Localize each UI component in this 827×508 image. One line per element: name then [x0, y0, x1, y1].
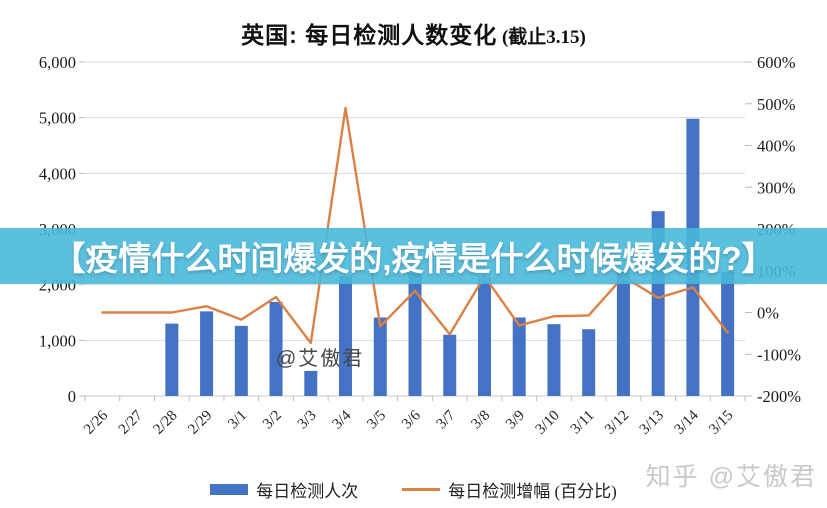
legend-line-swatch — [402, 488, 441, 491]
x-axis-label: 3/14 — [672, 407, 703, 438]
bar — [234, 325, 248, 396]
left-axis-label: 6,000 — [39, 53, 76, 72]
x-axis-label: 3/13 — [637, 408, 667, 438]
overlay-banner: 【疫情什么时间爆发的,疫情是什么时候爆发的?】 — [0, 228, 827, 284]
right-axis-label: -200% — [757, 387, 801, 406]
x-axis-label: 3/2 — [260, 408, 285, 433]
bar — [512, 317, 526, 396]
x-axis-label: 3/12 — [602, 408, 632, 438]
right-axis-label: 600% — [757, 53, 796, 72]
legend-bar-swatch — [210, 484, 249, 495]
legend-item-line: 每日检测增幅 (百分比) — [402, 477, 617, 502]
bar — [339, 276, 353, 396]
chart-title-suffix: (截止3.15) — [497, 27, 586, 48]
x-axis-label: 3/8 — [468, 408, 493, 433]
x-axis-label: 3/4 — [329, 407, 354, 432]
left-axis-label: 0 — [68, 387, 76, 406]
bar — [616, 269, 630, 396]
bar — [304, 370, 318, 396]
bar — [373, 317, 387, 396]
x-axis-label: 3/1 — [225, 408, 250, 433]
left-axis-label: 1,000 — [39, 331, 76, 350]
x-axis-label: 3/5 — [364, 408, 389, 433]
chart-watermark: @艾傲君 — [276, 348, 365, 370]
chart-title-text: 英国: 每日检测人数变化 — [241, 22, 498, 48]
right-axis-label: 500% — [757, 95, 796, 114]
legend-bar-label: 每日检测人次 — [256, 482, 359, 501]
right-axis-label: -100% — [757, 345, 801, 364]
left-axis-label: 4,000 — [39, 164, 76, 183]
bar — [477, 277, 491, 396]
legend-line-label: 每日检测增幅 (百分比) — [448, 482, 617, 501]
x-axis-label: 3/10 — [533, 408, 563, 438]
x-axis-label: 3/11 — [568, 408, 598, 438]
bar — [582, 329, 596, 396]
bar — [408, 273, 422, 396]
bar — [443, 334, 457, 396]
right-axis-label: 300% — [757, 178, 796, 197]
right-axis-label: 400% — [757, 137, 796, 156]
x-axis-label: 2/29 — [185, 408, 215, 438]
x-axis-label: 2/27 — [116, 407, 147, 438]
bar — [269, 301, 283, 396]
bar — [200, 311, 214, 396]
x-axis-label: 3/3 — [295, 408, 320, 433]
bar — [165, 323, 179, 396]
x-axis-label: 3/15 — [706, 408, 736, 438]
bar — [721, 271, 735, 396]
x-axis-label: 3/9 — [503, 408, 528, 433]
legend: 每日检测人次 每日检测增幅 (百分比) — [0, 477, 827, 502]
right-axis-label: 0% — [757, 304, 779, 323]
left-axis-label: 5,000 — [39, 109, 76, 128]
x-axis-label: 3/6 — [399, 407, 424, 432]
chart-title: 英国: 每日检测人数变化 (截止3.15) — [0, 16, 827, 50]
x-axis-label: 2/28 — [150, 408, 180, 438]
x-axis-label: 3/7 — [434, 407, 459, 432]
footer-watermark: 知乎 @艾傲君 — [645, 463, 817, 491]
legend-item-bars: 每日检测人次 — [210, 477, 358, 502]
bar — [547, 324, 561, 396]
overlay-banner-text: 【疫情什么时间爆发的,疫情是什么时候爆发的?】 — [52, 240, 775, 277]
x-axis-label: 2/26 — [81, 407, 112, 438]
